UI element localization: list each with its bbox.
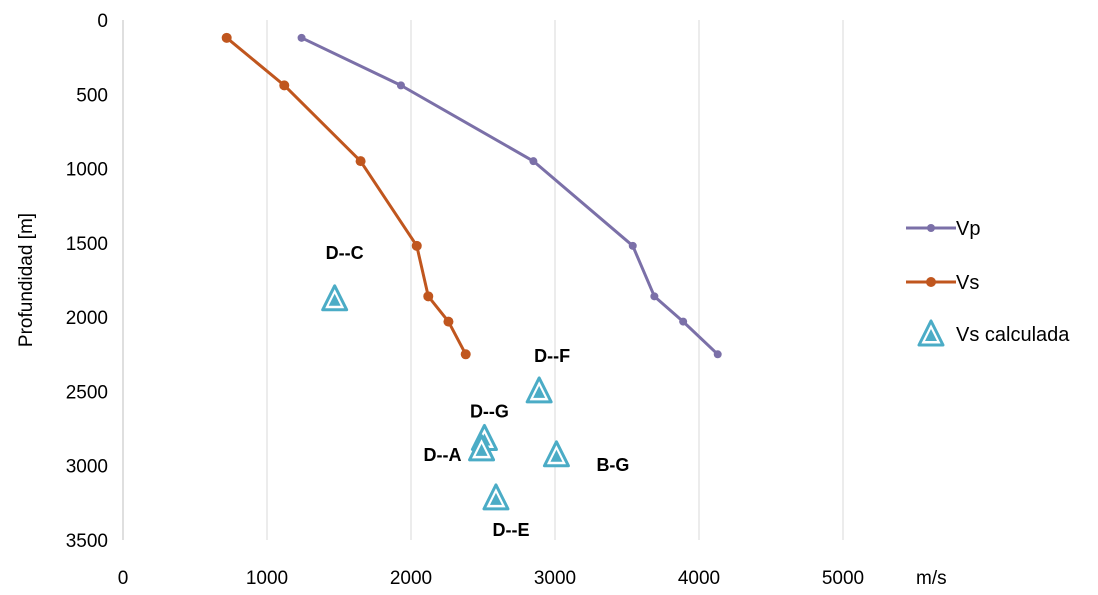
x-tick-label: 5000 (822, 568, 864, 589)
series-vs-calculada (321, 284, 570, 511)
series-vp (297, 33, 722, 359)
legend-triangle-fill (925, 329, 937, 341)
data-point-triangle (468, 434, 496, 462)
data-point (460, 349, 471, 360)
data-point (679, 317, 688, 326)
point-label: D--A (424, 445, 462, 465)
data-point (355, 156, 366, 167)
point-label: D--F (534, 346, 570, 366)
point-label: D--E (492, 520, 529, 540)
point-label: B-G (596, 455, 629, 475)
legend-marker (927, 224, 935, 232)
point-label: D--G (470, 401, 509, 421)
legend-label: Vs (956, 272, 979, 294)
y-tick-label: 1500 (66, 234, 108, 255)
y-tick-label: 1000 (66, 160, 108, 181)
y-tick-label: 3000 (66, 457, 108, 478)
data-point (297, 33, 306, 42)
y-tick-label: 500 (76, 85, 108, 106)
gridlines (266, 20, 844, 540)
y-tick-label: 2500 (66, 382, 108, 403)
data-point (443, 316, 454, 327)
y-tick-label: 2000 (66, 308, 108, 329)
legend-triangle (917, 319, 945, 347)
data-point (279, 80, 290, 91)
x-tick-label: 2000 (390, 568, 432, 589)
data-point-triangle-fill (550, 449, 563, 462)
data-point-triangle (321, 284, 349, 312)
legend-label: Vs calculada (956, 324, 1070, 346)
legend: Vp Vs Vs calculada (906, 218, 1070, 347)
y-tick-label: 3500 (66, 531, 108, 552)
point-labels: D--C D--F D--G D--A B-G D--E (326, 243, 630, 540)
data-point (396, 81, 405, 90)
data-point-triangle (542, 440, 570, 468)
data-point (628, 241, 637, 250)
legend-label: Vp (956, 218, 980, 240)
data-point (423, 291, 434, 302)
series-layer (221, 32, 722, 511)
data-point (650, 292, 659, 301)
data-point (411, 240, 422, 251)
y-axis-title: Profundidad [m] (16, 213, 37, 347)
data-point-triangle-fill (475, 443, 488, 456)
series-vs (221, 32, 471, 360)
legend-item: Vs (906, 272, 979, 294)
legend-item: Vp (906, 218, 980, 240)
y-tick-labels: 0 500 1000 1500 2000 2500 3000 3500 (66, 11, 108, 552)
x-axis-title: m/s (916, 568, 947, 589)
data-point (221, 32, 232, 43)
legend-item: Vs calculada (917, 319, 1070, 347)
data-point-triangle-fill (489, 492, 502, 505)
y-tick-label: 0 (97, 11, 108, 32)
x-tick-label: 0 (118, 568, 129, 589)
data-point-triangle (525, 376, 553, 404)
data-point (529, 157, 538, 166)
x-tick-label: 1000 (246, 568, 288, 589)
x-tick-label: 3000 (534, 568, 576, 589)
legend-marker (926, 277, 936, 287)
x-tick-label: 4000 (678, 568, 720, 589)
point-label: D--C (326, 243, 364, 263)
x-tick-labels: 0 1000 2000 3000 4000 5000 (118, 568, 864, 589)
data-point-triangle (482, 483, 510, 511)
data-point-triangle-fill (328, 293, 341, 306)
data-point-triangle-fill (533, 385, 546, 398)
data-point (713, 350, 722, 359)
series-line (300, 36, 719, 356)
